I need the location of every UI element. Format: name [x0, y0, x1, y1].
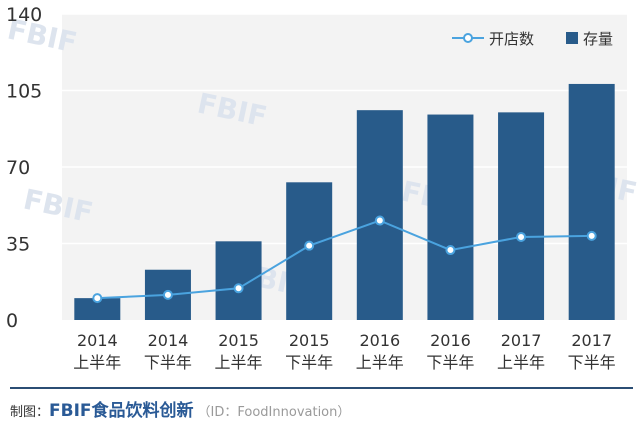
line-point: [162, 289, 173, 300]
y-tick-label: 140: [6, 4, 42, 26]
line-point: [92, 293, 103, 304]
series-line: [97, 219, 592, 300]
line-series: [92, 215, 597, 304]
line-point: [445, 245, 456, 256]
bar: [498, 112, 545, 320]
line-point: [516, 231, 527, 242]
bar: [568, 83, 615, 320]
x-tick-half: 下半年: [568, 353, 616, 372]
legend: 开店数 存量: [452, 30, 613, 48]
x-tick-year: 2015: [289, 331, 330, 350]
x-tick-year: 2016: [430, 331, 471, 350]
bar: [356, 110, 403, 321]
bar: [427, 114, 474, 321]
bar-series: [74, 83, 615, 321]
x-tick-half: 上半年: [356, 353, 404, 372]
y-tick-label: 0: [6, 310, 18, 332]
brand-name: FBIF食品饮料创新: [49, 401, 194, 421]
x-tick-year: 2014: [77, 331, 118, 350]
bar: [215, 241, 262, 320]
x-tick-half: 下半年: [285, 353, 333, 372]
x-tick-half: 下半年: [426, 353, 474, 372]
y-tick-label: 35: [6, 234, 30, 256]
footer-divider: [10, 387, 633, 389]
credit-label: 制图：: [10, 405, 50, 420]
legend-bar-swatch: [566, 32, 578, 44]
y-tick-label: 105: [6, 81, 42, 103]
x-tick-half: 下半年: [144, 353, 192, 372]
legend-label-bar: 存量: [583, 30, 613, 48]
y-tick-label: 70: [6, 157, 30, 179]
line-point: [586, 230, 597, 241]
x-axis-ticks: 2014 上半年 2014 下半年 2015 上半年 2015 下半年 2016 上半年 2016 下…: [73, 331, 615, 372]
x-tick-year: 2016: [359, 331, 400, 350]
x-tick-year: 2017: [571, 331, 612, 350]
line-point: [233, 283, 244, 294]
line-point: [304, 240, 315, 251]
line-point: [374, 215, 385, 226]
x-tick-year: 2015: [218, 331, 259, 350]
y-axis-ticks: 0 35 70 105 140: [6, 4, 42, 332]
x-tick-year: 2017: [501, 331, 542, 350]
x-tick-half: 上半年: [215, 353, 263, 372]
legend-label-line: 开店数: [489, 30, 534, 48]
footer-credit: 制图： FBIF食品饮料创新 （ID：FoodInnovation）: [10, 396, 351, 421]
legend-line-marker: [463, 33, 473, 43]
x-tick-year: 2014: [148, 331, 189, 350]
bar: [74, 298, 121, 320]
x-tick-half: 上半年: [497, 353, 545, 372]
brand-id: （ID：FoodInnovation）: [197, 405, 351, 420]
x-tick-half: 上半年: [73, 353, 121, 372]
bar: [286, 182, 333, 320]
